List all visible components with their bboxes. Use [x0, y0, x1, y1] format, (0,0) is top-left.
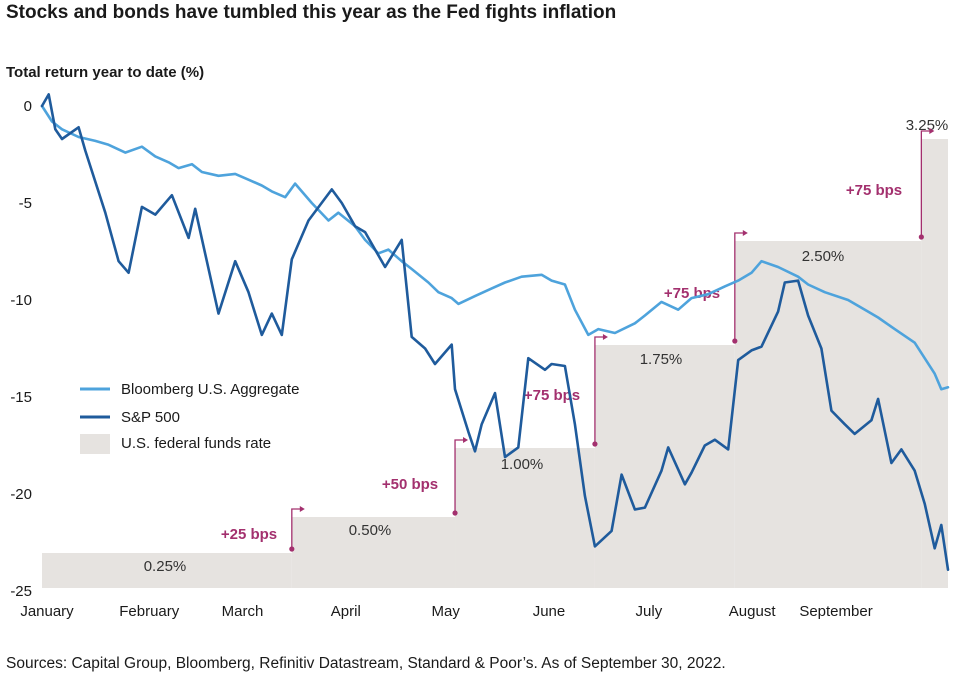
- hike-arrow-head: [742, 230, 748, 236]
- fed-rate-label: 2.50%: [802, 248, 845, 265]
- fed-rate-label: 0.25%: [144, 558, 187, 575]
- fed-rate-label: 1.75%: [640, 351, 683, 368]
- hike-arrow-line: [734, 232, 745, 341]
- hike-arrow-head: [463, 437, 469, 443]
- hike-label: +75 bps: [664, 285, 720, 302]
- fed-rate-label: 3.25%: [906, 117, 949, 134]
- hike-arrow-line: [594, 336, 605, 444]
- x-tick-label: September: [799, 603, 872, 620]
- y-axis-label: Total return year to date (%): [6, 64, 204, 81]
- hike-arrow-line: [454, 439, 466, 513]
- legend-swatch: [80, 434, 110, 454]
- source-note: Sources: Capital Group, Bloomberg, Refin…: [6, 655, 726, 672]
- x-axis: January February March April May June July Augu…: [20, 603, 872, 620]
- fed-step-5: [921, 139, 948, 588]
- y-tick-label: -25: [10, 583, 32, 600]
- legend: Bloomberg U.S. Aggregate S&P 500 U.S. fede…: [80, 381, 299, 454]
- fed-rate-label: 1.00%: [501, 456, 544, 473]
- fed-step-3: [594, 345, 735, 588]
- x-tick-label: February: [119, 603, 180, 620]
- y-axis: 0 -5 -10 -15 -20 -25: [10, 98, 32, 600]
- x-tick-label: July: [636, 603, 663, 620]
- y-tick-label: -5: [19, 195, 32, 212]
- chart-title: Stocks and bonds have tumbled this year …: [6, 2, 617, 23]
- x-tick-label: June: [533, 603, 566, 620]
- hike-label: +75 bps: [524, 387, 580, 404]
- fed-funds-area: 0.25% 0.50% 1.00% 1.75% 2.50% 3.25% +25 bps +50…: [42, 117, 948, 588]
- hike-label: +50 bps: [382, 476, 438, 493]
- fed-step-4: [734, 241, 922, 588]
- x-tick-label: April: [331, 603, 361, 620]
- y-tick-label: 0: [24, 98, 32, 115]
- x-tick-label: May: [432, 603, 461, 620]
- x-tick-label: January: [20, 603, 74, 620]
- hike-arrow-head: [929, 128, 935, 134]
- x-tick-label: August: [729, 603, 777, 620]
- fed-rate-label: 0.50%: [349, 522, 392, 539]
- hike-arrow-head: [602, 334, 608, 340]
- y-tick-label: -15: [10, 389, 32, 406]
- fed-step-0: [42, 553, 292, 588]
- y-tick-label: -10: [10, 292, 32, 309]
- fed-step-1: [291, 517, 456, 588]
- legend-label: S&P 500: [121, 409, 180, 426]
- hike-arrow-head: [299, 506, 305, 512]
- chart-plot: Total return year to date (%) 0.25% 0.50%…: [6, 64, 950, 620]
- sp500-line: [40, 93, 950, 572]
- legend-label: Bloomberg U.S. Aggregate: [121, 381, 299, 398]
- hike-label: +75 bps: [846, 182, 902, 199]
- series-lines: [40, 93, 950, 572]
- legend-label: U.S. federal funds rate: [121, 435, 271, 452]
- y-tick-label: -20: [10, 486, 32, 503]
- hike-label: +25 bps: [221, 526, 277, 543]
- hike-arrow-line: [920, 130, 932, 237]
- hike-arrow-line: [291, 508, 302, 549]
- fed-step-2: [455, 448, 595, 588]
- x-tick-label: March: [222, 603, 264, 620]
